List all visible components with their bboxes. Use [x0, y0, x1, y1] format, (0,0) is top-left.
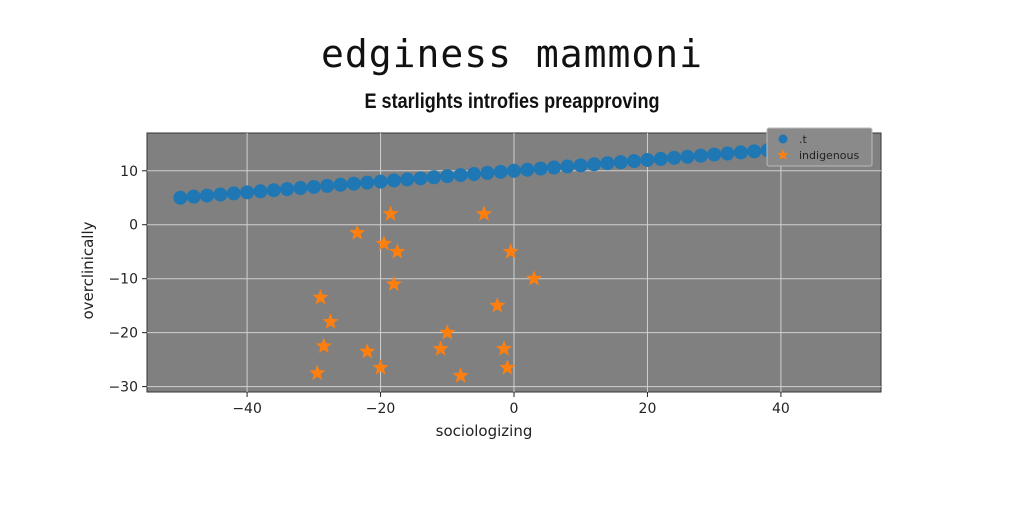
data-point	[467, 167, 481, 181]
data-point	[227, 186, 241, 200]
data-point	[734, 145, 748, 159]
data-point	[387, 173, 401, 187]
data-point	[680, 150, 694, 164]
y-axis-label: overclinically	[79, 221, 97, 319]
data-point	[347, 177, 361, 191]
legend-label: indigenous	[799, 149, 859, 162]
data-point	[240, 185, 254, 199]
data-point	[614, 155, 628, 169]
data-point	[414, 171, 428, 185]
data-point	[213, 188, 227, 202]
data-point	[267, 183, 281, 197]
x-tick-label: 0	[510, 401, 519, 417]
data-point	[547, 161, 561, 175]
x-tick-label: −20	[366, 401, 396, 417]
x-tick-label: 40	[772, 401, 790, 417]
data-point	[507, 164, 521, 178]
data-point	[334, 178, 348, 192]
x-axis-label: sociologizing	[436, 422, 533, 440]
y-tick-label: 0	[129, 218, 138, 234]
data-point	[694, 149, 708, 163]
legend-label: .t	[799, 133, 807, 146]
data-point	[520, 163, 534, 177]
y-tick-label: −10	[108, 272, 138, 288]
data-point	[293, 181, 307, 195]
data-point	[374, 175, 388, 189]
data-point	[200, 189, 214, 203]
data-point	[173, 191, 187, 205]
data-point	[707, 148, 721, 162]
data-point	[534, 162, 548, 176]
y-tick-label: −20	[108, 326, 138, 342]
data-point	[307, 180, 321, 194]
data-point	[560, 159, 574, 173]
data-point	[627, 154, 641, 168]
data-point	[280, 182, 294, 196]
data-point	[440, 169, 454, 183]
x-tick-label: −40	[232, 401, 262, 417]
plot-area: −40 −20 0 20 40 10 0 −10 −20 −30 sociologizing over…	[79, 128, 881, 440]
data-point	[667, 151, 681, 165]
data-point	[253, 184, 267, 198]
data-point	[587, 157, 601, 171]
data-point	[654, 152, 668, 166]
data-point	[454, 168, 468, 182]
data-point	[600, 156, 614, 170]
x-tick-label: 20	[639, 401, 657, 417]
legend-marker	[779, 135, 788, 144]
data-point	[427, 170, 441, 184]
data-point	[480, 166, 494, 180]
data-point	[747, 144, 761, 158]
data-point	[187, 190, 201, 204]
data-point	[494, 165, 508, 179]
y-tick-label: 10	[120, 164, 138, 180]
y-tick-label: −30	[108, 380, 138, 396]
data-point	[721, 147, 735, 161]
data-point	[640, 153, 654, 167]
data-point	[320, 179, 334, 193]
data-point	[400, 172, 414, 186]
data-point	[574, 158, 588, 172]
data-point	[360, 176, 374, 190]
